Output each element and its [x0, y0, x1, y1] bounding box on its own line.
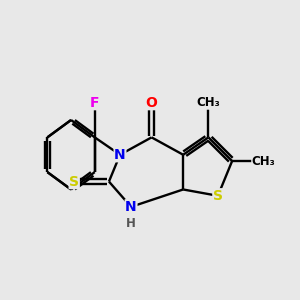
Text: N: N [125, 200, 137, 214]
Text: CH₃: CH₃ [196, 96, 220, 109]
Text: O: O [146, 96, 158, 110]
Text: S: S [69, 175, 79, 189]
Text: N: N [114, 148, 126, 162]
Text: S: S [213, 189, 223, 203]
Text: H: H [126, 217, 136, 230]
Text: CH₃: CH₃ [252, 154, 276, 168]
Text: F: F [90, 96, 100, 110]
